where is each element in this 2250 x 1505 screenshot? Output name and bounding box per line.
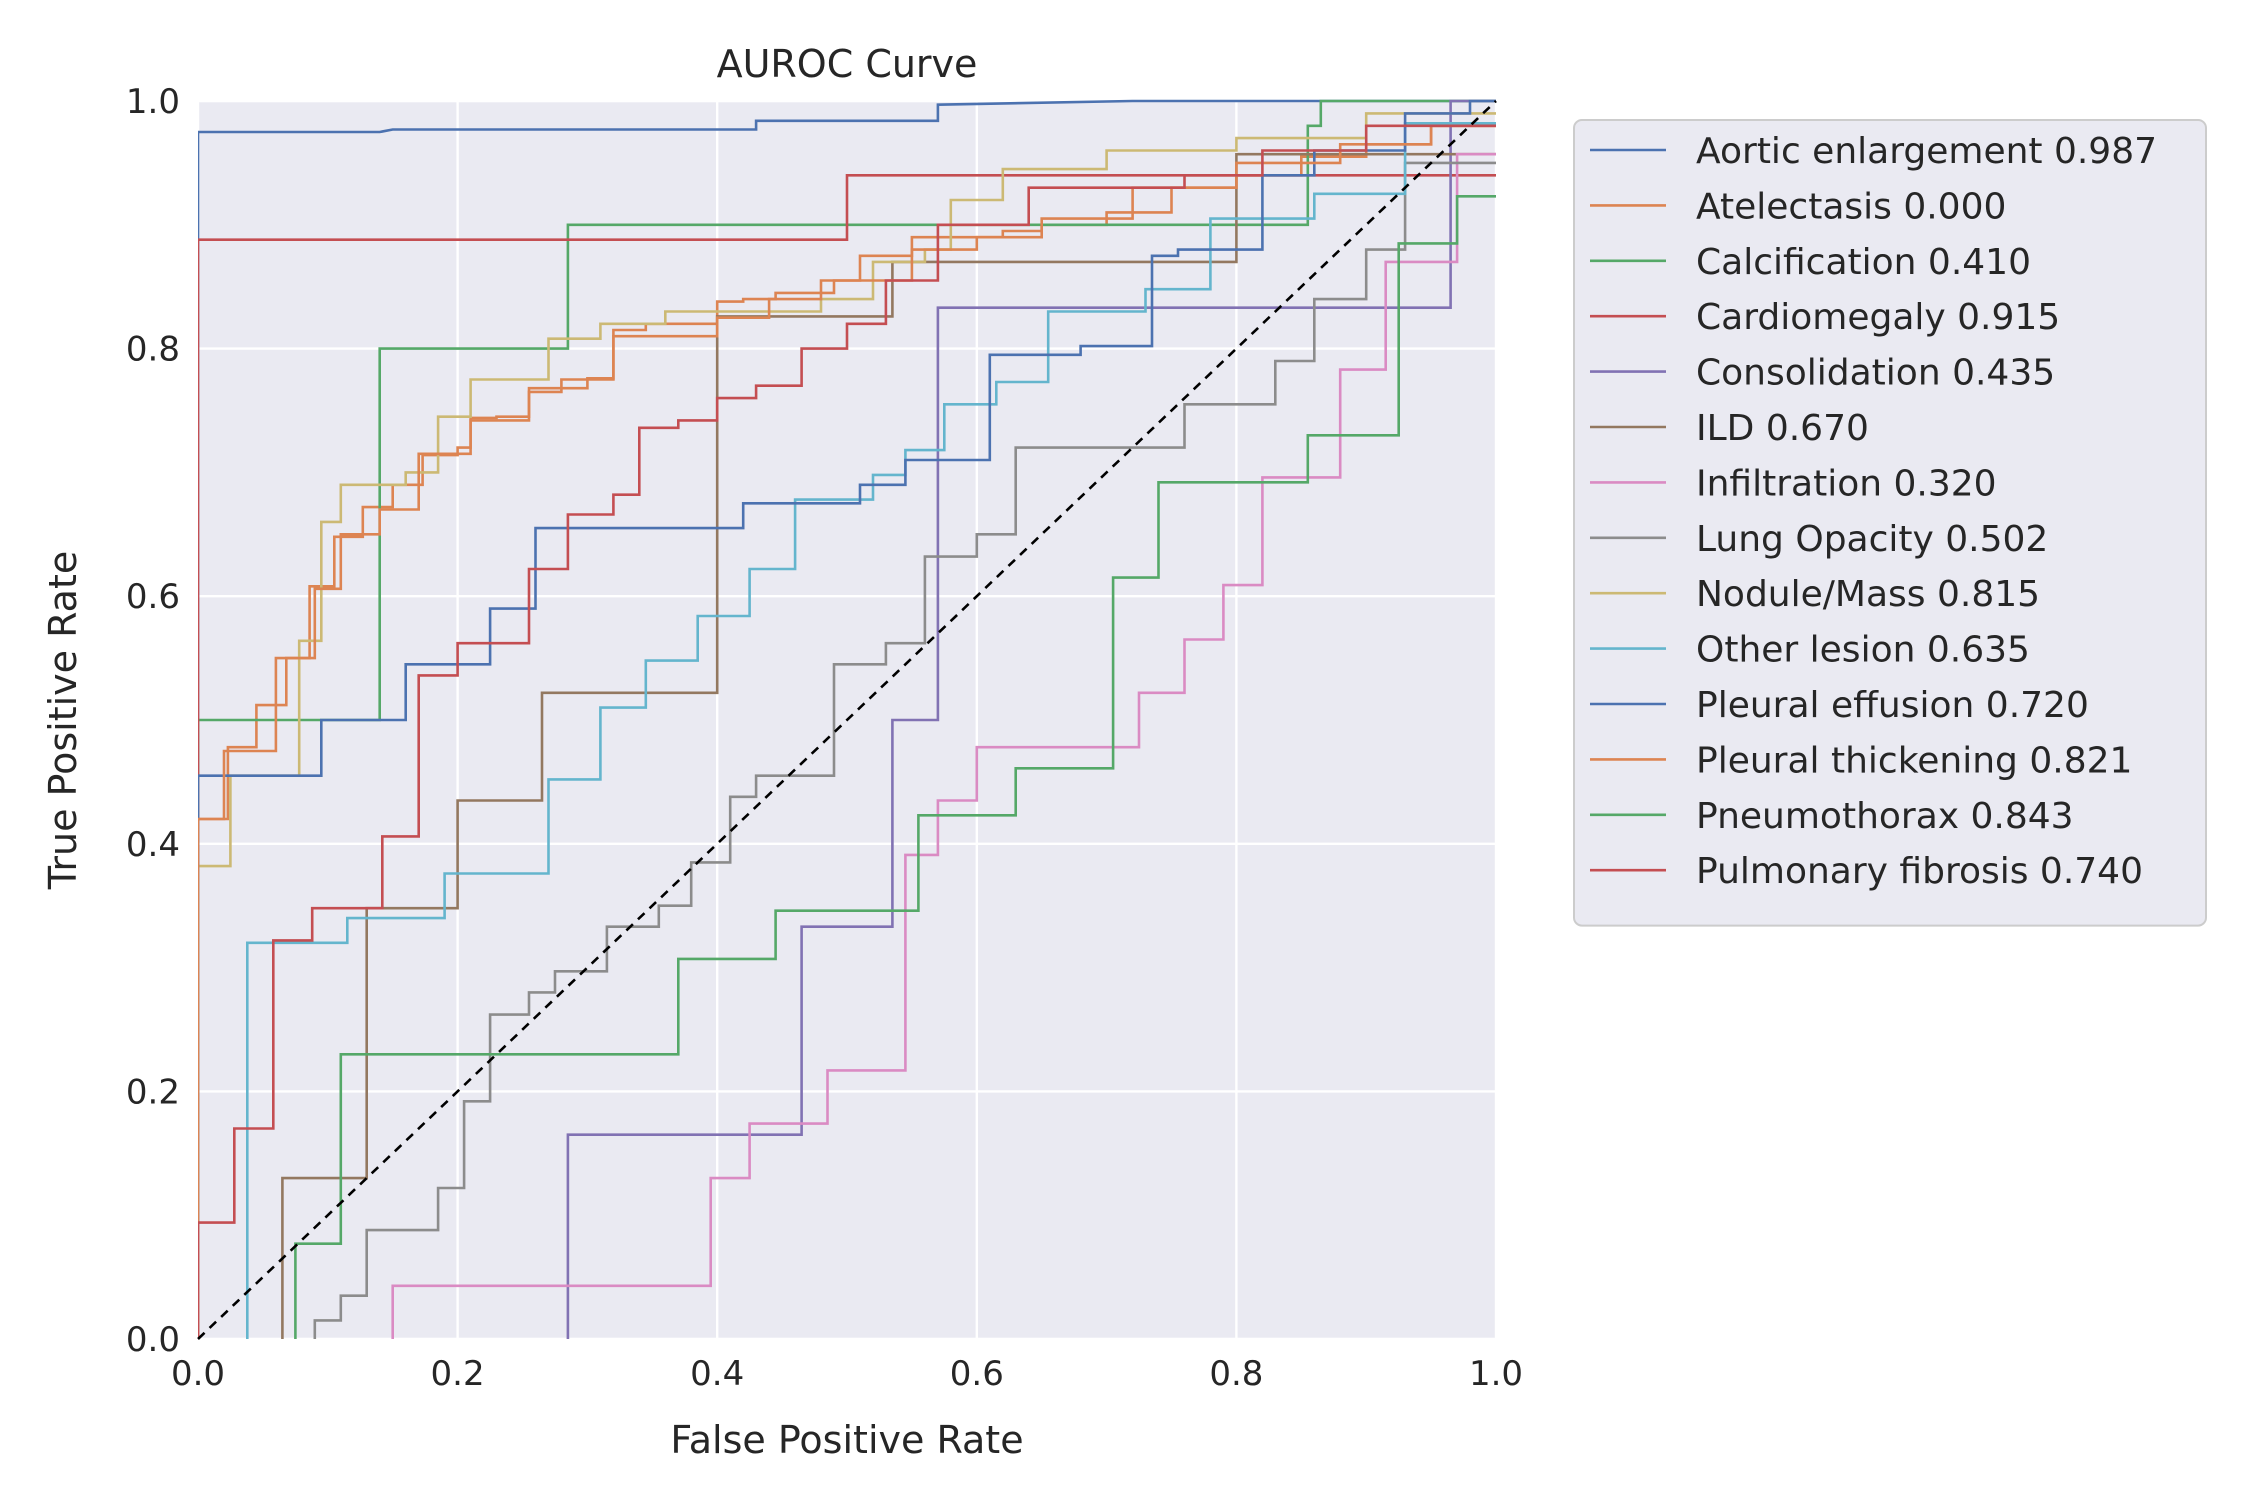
series-line-9 — [246, 122, 1496, 1339]
x-tick-label: 0.2 — [431, 1354, 485, 1394]
legend: Aortic enlargement 0.987 Atelectasis 0.00… — [1573, 119, 2207, 927]
diagonal-reference-line — [197, 100, 1497, 1340]
series-line-6 — [391, 152, 1496, 1339]
legend-entry: Infiltration 0.320 — [1696, 463, 1997, 504]
tick-labels: 0.0 0.2 0.4 0.6 0.8 1.0 0.0 0.2 0.4 0.6 0.8 1.0 — [126, 82, 1523, 1394]
y-tick-label: 0.8 — [126, 330, 180, 370]
series-line-0 — [198, 99, 1496, 1339]
y-tick-label: 0.2 — [126, 1072, 180, 1112]
series-line-3 — [198, 174, 1496, 1339]
y-tick-label: 1.0 — [126, 82, 180, 122]
legend-entry: Consolidation 0.435 — [1696, 353, 2055, 394]
x-tick-label: 0.0 — [171, 1354, 225, 1394]
series-line-2 — [198, 99, 1496, 1339]
y-tick-label: 0.6 — [126, 577, 180, 617]
legend-entry: Other lesion 0.635 — [1696, 630, 2030, 671]
series-lines — [198, 99, 1496, 1339]
chart-title: AUROC Curve — [717, 42, 978, 86]
series-line-1 — [198, 124, 1496, 1339]
x-tick-label: 0.6 — [950, 1354, 1004, 1394]
series-line-10 — [198, 99, 1496, 1339]
y-axis-label: True Positive Rate — [41, 551, 85, 891]
legend-box — [1573, 119, 2207, 927]
series-line-7 — [313, 161, 1496, 1339]
series-line-4 — [566, 99, 1496, 1339]
legend-entry: Pleural thickening 0.821 — [1696, 740, 2132, 781]
x-tick-label: 1.0 — [1469, 1354, 1523, 1394]
legend-entry: Pleural effusion 0.720 — [1696, 685, 2089, 726]
legend-entry: Nodule/Mass 0.815 — [1696, 574, 2040, 615]
legend-entry: Atelectasis 0.000 — [1696, 186, 2006, 227]
y-tick-label: 0.0 — [126, 1320, 180, 1360]
legend-entry: Pulmonary fibrosis 0.740 — [1696, 851, 2143, 892]
x-axis-label: False Positive Rate — [670, 1418, 1023, 1462]
legend-entry: Cardiomegaly 0.915 — [1696, 297, 2060, 338]
legend-entry: Pneumothorax 0.843 — [1696, 796, 2074, 837]
x-tick-label: 0.8 — [1209, 1354, 1263, 1394]
series-line-12 — [294, 195, 1496, 1339]
series-line-13 — [198, 124, 1496, 1339]
legend-entry: Aortic enlargement 0.987 — [1696, 131, 2157, 172]
legend-entry: Calcification 0.410 — [1696, 242, 2031, 283]
series-line-8 — [198, 112, 1496, 1339]
legend-entry: Lung Opacity 0.502 — [1696, 519, 2048, 560]
y-tick-label: 0.4 — [126, 825, 180, 865]
legend-entry: ILD 0.670 — [1696, 408, 1869, 449]
x-tick-label: 0.4 — [690, 1354, 744, 1394]
series-line-5 — [281, 152, 1496, 1339]
